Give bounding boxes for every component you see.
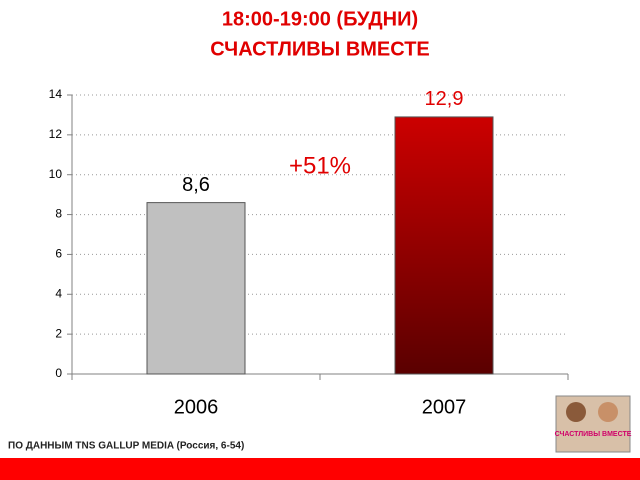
annotation: +51% xyxy=(289,152,351,179)
chart-subtitle: СЧАСТЛИВЫ ВМЕСТЕ xyxy=(210,38,430,60)
y-tick-label: 14 xyxy=(49,87,63,101)
y-tick-label: 2 xyxy=(55,326,62,340)
y-tick-label: 12 xyxy=(49,127,63,141)
poster-frame xyxy=(555,395,631,453)
y-tick-label: 10 xyxy=(49,167,63,181)
value-label: 8,6 xyxy=(182,174,210,196)
poster-figure xyxy=(598,402,618,422)
value-label: 12,9 xyxy=(425,88,464,110)
y-tick-label: 0 xyxy=(55,366,62,380)
poster: СЧАСТЛИВЫ ВМЕСТЕ xyxy=(555,395,632,453)
poster-figure xyxy=(566,402,586,422)
y-tick-label: 8 xyxy=(55,207,62,221)
source-note: ПО ДАННЫМ TNS GALLUP MEDIA (Россия, 6-54… xyxy=(8,441,244,452)
y-tick-label: 6 xyxy=(55,247,62,261)
x-tick-label: 2006 xyxy=(174,396,219,418)
y-tick-label: 4 xyxy=(55,286,62,300)
footer-bar xyxy=(0,458,640,480)
bar xyxy=(394,116,494,375)
poster-title: СЧАСТЛИВЫ ВМЕСТЕ xyxy=(555,431,632,438)
bar xyxy=(146,202,246,375)
x-tick-label: 2007 xyxy=(422,396,467,418)
chart-title: 18:00-19:00 (БУДНИ) xyxy=(222,8,418,30)
